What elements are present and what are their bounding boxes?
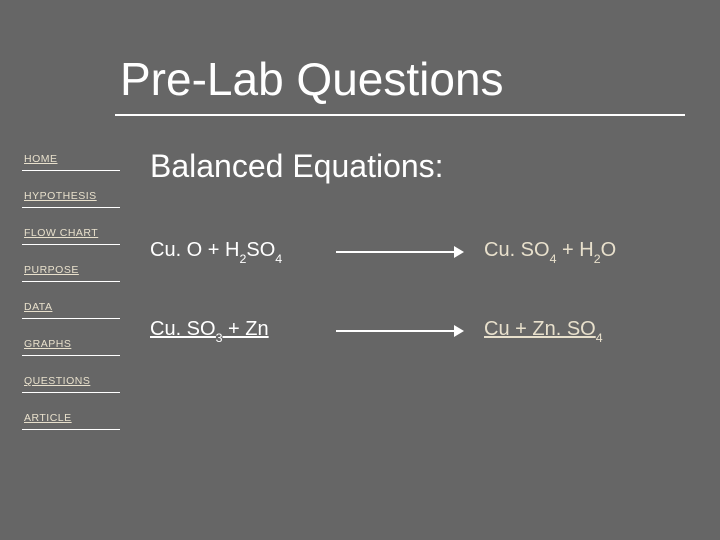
nav-questions[interactable]: QUESTIONS [22,370,120,393]
equation-1-products: Cu. SO4 + H2O [484,239,616,264]
nav-hypothesis[interactable]: HYPOTHESIS [22,185,120,208]
equation-2-products: Cu + Zn. SO4 [484,318,603,343]
nav-home[interactable]: HOME [22,148,120,171]
equation-2: Cu. SO3 + Zn Cu + Zn. SO4 [150,318,690,343]
arrow-icon [336,324,466,338]
nav-flow-chart[interactable]: FLOW CHART [22,222,120,245]
sidebar-nav: HOME HYPOTHESIS FLOW CHART PURPOSE DATA … [22,148,120,444]
nav-graphs[interactable]: GRAPHS [22,333,120,356]
equation-1-reactants: Cu. O + H2SO4 [150,239,330,264]
nav-article[interactable]: ARTICLE [22,407,120,430]
nav-data[interactable]: DATA [22,296,120,319]
content-heading: Balanced Equations: [150,148,690,185]
nav-purpose[interactable]: PURPOSE [22,259,120,282]
title-divider [115,114,685,116]
equation-2-reactants: Cu. SO3 + Zn [150,318,330,343]
arrow-icon [336,245,466,259]
content-area: Balanced Equations: Cu. O + H2SO4 Cu. SO… [150,148,690,343]
equation-1: Cu. O + H2SO4 Cu. SO4 + H2O [150,239,690,264]
page-title: Pre-Lab Questions [120,52,504,106]
